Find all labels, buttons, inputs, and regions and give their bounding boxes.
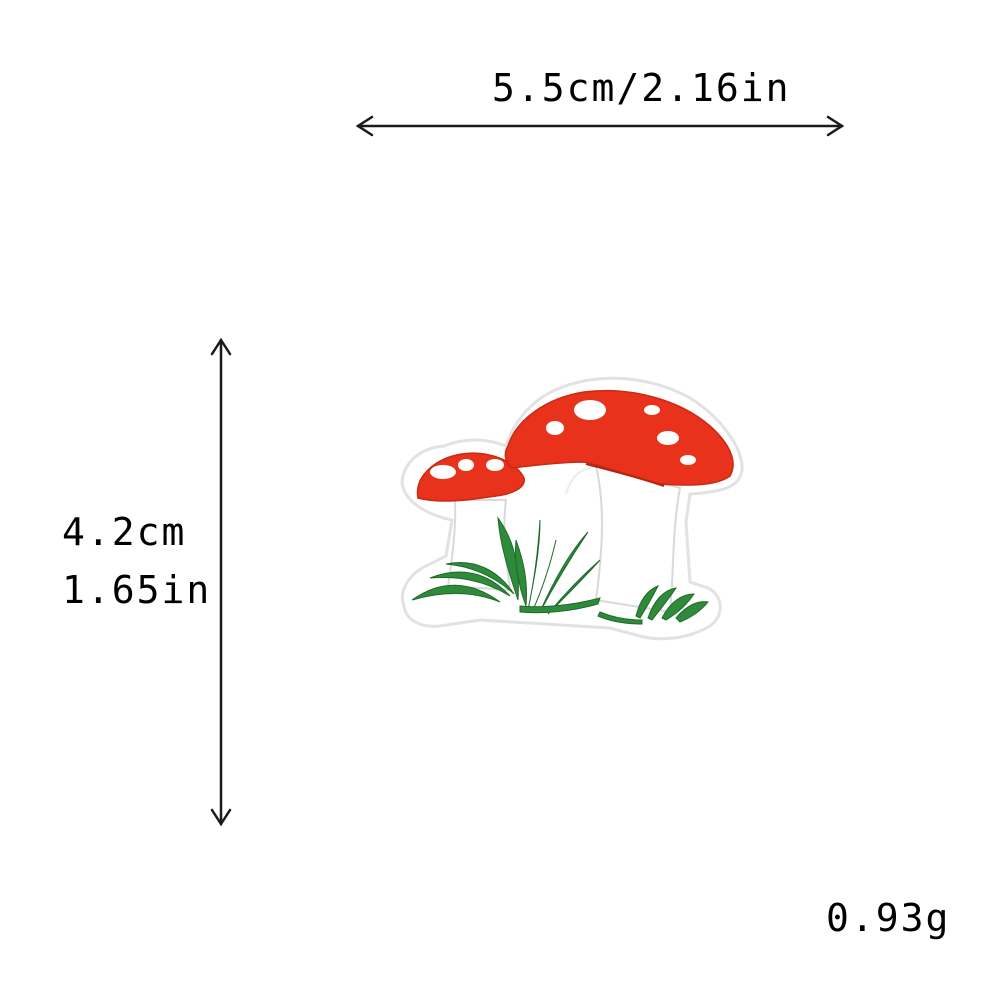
grass-right: [597, 585, 709, 625]
width-arrow: [355, 115, 845, 137]
grass-left: [411, 516, 601, 615]
height-dimension-cm-label: 4.2cm: [62, 510, 187, 554]
big-cap-spots: [546, 400, 696, 465]
height-dimension-in-label: 1.65in: [62, 568, 212, 612]
weight-label: 0.93g: [826, 896, 951, 940]
height-arrow: [210, 337, 232, 827]
big-mushroom-cap: [504, 389, 734, 486]
width-dimension-label: 5.5cm/2.16in: [492, 66, 791, 110]
small-cap-spots: [430, 459, 504, 479]
big-mushroom-stem: [594, 464, 682, 614]
